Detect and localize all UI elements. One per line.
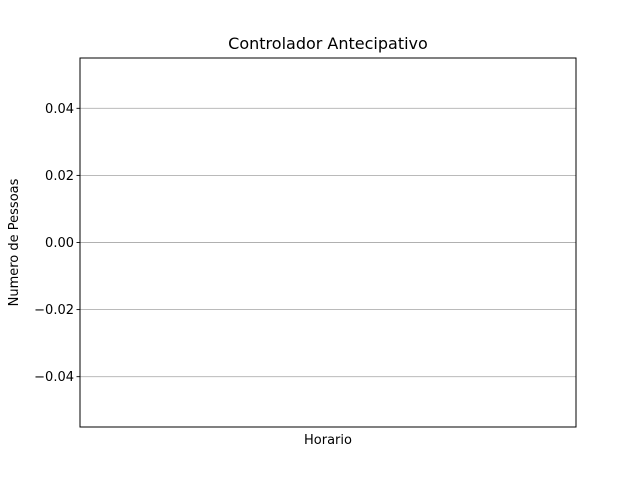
y-axis: 0.04 0.02 0.00 −0.02 −0.04 <box>34 102 80 385</box>
y-tick-label: 0.00 <box>45 236 74 251</box>
chart-title: Controlador Antecipativo <box>228 34 428 53</box>
y-tick-label: 0.04 <box>45 102 74 117</box>
y-tick-label: −0.04 <box>34 370 74 385</box>
y-axis-label: Numero de Pessoas <box>7 178 22 306</box>
grid-lines <box>80 107 576 378</box>
x-axis-label: Horario <box>304 433 352 448</box>
y-tick-label: 0.02 <box>45 169 74 184</box>
y-tick-label: −0.02 <box>34 303 74 318</box>
